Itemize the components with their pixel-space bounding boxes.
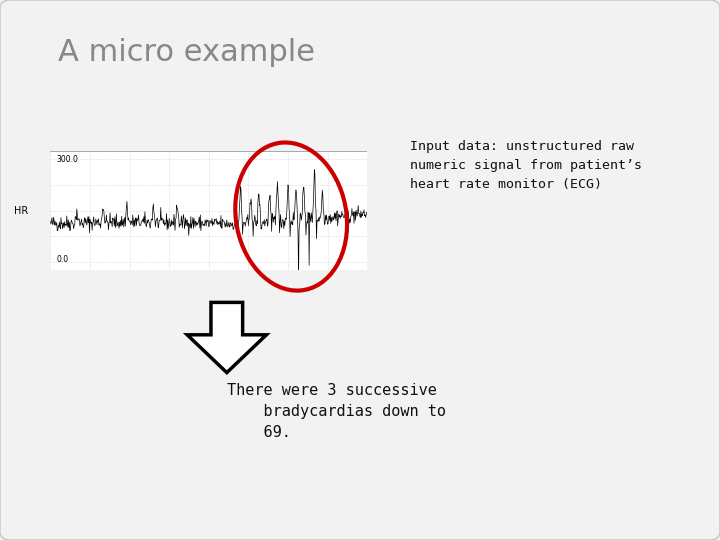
Text: There were 3 successive
    bradycardias down to
    69.: There were 3 successive bradycardias dow… [227, 383, 446, 441]
Text: Input data: unstructured raw
numeric signal from patient’s
heart rate monitor (E: Input data: unstructured raw numeric sig… [410, 140, 642, 191]
Text: HR: HR [14, 206, 28, 215]
Text: 0.0: 0.0 [57, 255, 69, 264]
Text: A micro example: A micro example [58, 38, 315, 67]
Polygon shape [187, 302, 266, 373]
Text: 300.0: 300.0 [57, 155, 78, 164]
